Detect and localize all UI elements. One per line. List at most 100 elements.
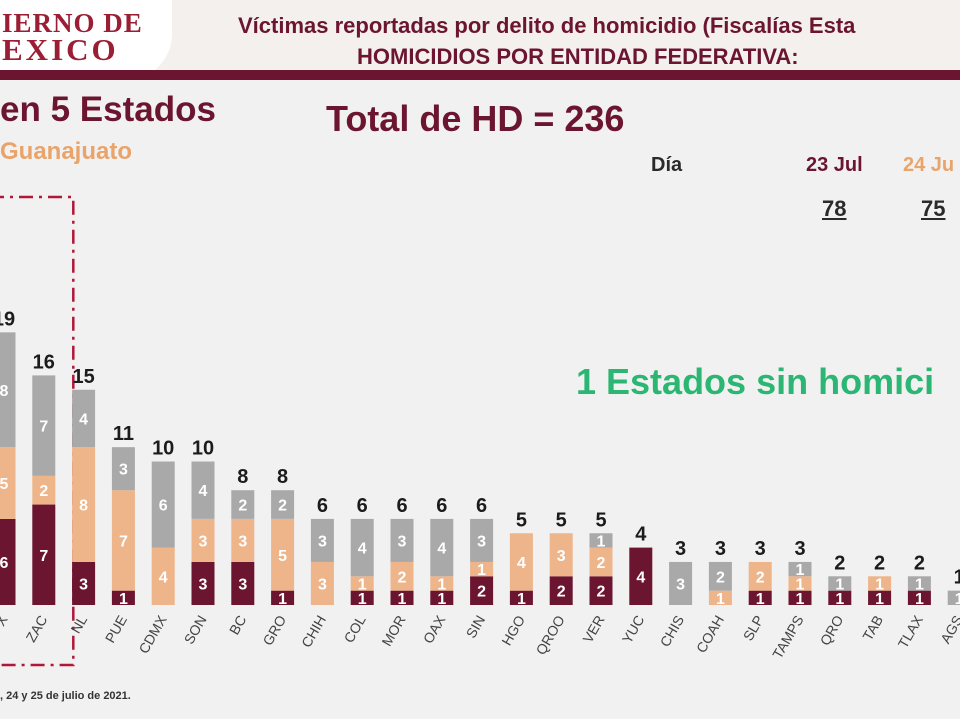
segment-label-HGO-1: 4 (517, 555, 526, 572)
page-subtitle: Guanajuato (0, 138, 133, 165)
bar-segment-NL-2 (72, 389, 96, 448)
segment-label-HGO-0: 1 (517, 591, 526, 608)
bar-segment-MOR-1 (390, 561, 414, 591)
states-without-homicide-note: 1 Estados sin homici (576, 361, 935, 402)
segment-label-BC-2: 2 (238, 498, 247, 515)
total-label-SON: 10 (192, 438, 214, 460)
bar-segment-COL-2 (350, 518, 374, 577)
bar-segment-CHIH-2 (310, 518, 334, 562)
bar-segment-GRO-2 (271, 490, 295, 519)
category-label-SIN: SIN (463, 613, 489, 641)
segment-label-COAH-2: 2 (716, 569, 725, 586)
bar-segment-SIN-0 (470, 576, 494, 605)
total-label-NL: 15 (72, 366, 94, 388)
segment-label-ZAC-2: 7 (39, 419, 48, 436)
total-label-AGS: 1 (954, 567, 960, 589)
segment-label-TAMPS-2: 1 (796, 562, 805, 579)
total-label-OAX: 6 (436, 495, 447, 517)
segment-label-BC-1: 3 (238, 533, 247, 550)
segment-label-GRO-0: 1 (278, 591, 287, 608)
header-subtitle: HOMICIDIOS POR ENTIDAD FEDERATIVA: (357, 44, 799, 69)
date-1-value: 78 (822, 196, 847, 221)
category-label-CDMX: CDMX (135, 612, 170, 656)
total-label-SLP: 3 (755, 538, 766, 560)
bar-segment-COL-1 (350, 576, 374, 591)
date-2: 24 Ju (903, 154, 955, 176)
bar-segment-X-1 (0, 447, 16, 519)
bar-segment-SLP-0 (748, 590, 772, 605)
bar-segment-SON-0 (191, 561, 215, 605)
segment-label-SIN-2: 3 (477, 533, 486, 550)
segment-label-CHIH-2: 3 (318, 533, 327, 550)
bar-segment-OAX-0 (430, 590, 454, 605)
segment-label-SON-0: 3 (199, 576, 208, 593)
segment-label-MOR-2: 3 (398, 533, 407, 550)
segment-label-CHIS-2: 3 (676, 576, 685, 593)
segment-label-SON-2: 4 (199, 483, 208, 500)
segment-label-TAB-1: 1 (875, 576, 884, 593)
bar-segment-PUE-1 (111, 490, 135, 591)
bar-segment-CDMX-1 (151, 547, 175, 605)
bar-segment-BC-0 (231, 561, 255, 605)
total-label: Total de HD = 236 (326, 98, 625, 139)
bar-segment-X-0 (0, 518, 16, 605)
bar-segment-X-2 (0, 332, 16, 448)
category-label-COL: COL (341, 612, 369, 645)
bar-segment-HGO-1 (509, 533, 533, 591)
category-label-ZAC: ZAC (23, 613, 51, 645)
segment-label-QRO-0: 1 (835, 591, 844, 608)
segment-label-X-1: 5 (0, 476, 9, 493)
segment-label-AGS-2: 1 (955, 591, 960, 608)
category-label-YUC: YUC (619, 613, 648, 647)
bar-segment-CHIH-1 (310, 561, 334, 605)
bar-segment-COAH-2 (708, 561, 732, 591)
bar-segment-QRO-0 (828, 590, 852, 605)
segment-label-PUE-1: 7 (119, 533, 128, 550)
total-label-GRO: 8 (277, 466, 288, 488)
segment-label-MOR-0: 1 (398, 591, 407, 608)
bar-segment-BC-1 (231, 518, 255, 562)
total-label-TAMPS: 3 (794, 538, 805, 560)
total-label-ZAC: 16 (33, 351, 55, 373)
segment-label-VER-1: 2 (597, 555, 606, 572)
segment-label-VER-2: 1 (597, 533, 606, 550)
bar-segment-COL-0 (350, 590, 374, 605)
bar-segment-SON-2 (191, 461, 215, 519)
segment-label-TAMPS-0: 1 (796, 591, 805, 608)
segment-label-SIN-1: 1 (477, 562, 486, 579)
bar-segment-CDMX-2 (151, 461, 175, 548)
segment-label-GRO-2: 2 (278, 498, 287, 515)
segment-label-SIN-0: 2 (477, 584, 486, 601)
bar-segment-GRO-0 (271, 590, 295, 605)
category-label-CHIH: CHIH (298, 613, 329, 651)
segment-label-X-0: 6 (0, 555, 9, 572)
bar-segment-VER-1 (589, 547, 613, 577)
segment-label-ZAC-1: 2 (39, 483, 48, 500)
segment-label-PUE-2: 3 (119, 462, 128, 479)
bar-segment-QROO-1 (549, 533, 573, 577)
category-label-TAMPS: TAMPS (769, 613, 806, 662)
date-2-value: 75 (921, 196, 946, 221)
bar-segment-TAB-1 (868, 576, 892, 591)
bar-segment-TAMPS-1 (788, 576, 812, 591)
page-title: en 5 Estados (0, 90, 216, 129)
total-label-CHIS: 3 (675, 538, 686, 560)
segment-label-SON-1: 3 (199, 533, 208, 550)
bar-segment-QRO-2 (828, 576, 852, 591)
total-label-TLAX: 2 (914, 552, 925, 574)
bar-segment-HGO-0 (509, 590, 533, 605)
segment-label-YUC-0: 4 (636, 569, 645, 586)
bar-segment-ZAC-0 (32, 504, 56, 605)
total-label-QRO: 2 (834, 552, 845, 574)
bar-segment-TAMPS-2 (788, 561, 812, 577)
segment-label-QRO-2: 1 (835, 576, 844, 593)
segment-label-OAX-1: 1 (437, 576, 446, 593)
bar-segment-ZAC-2 (32, 375, 56, 476)
day-label: Día (651, 154, 683, 176)
bar-segment-OAX-1 (430, 576, 454, 591)
category-label-SON: SON (181, 613, 210, 647)
category-label-X: X (0, 612, 11, 629)
category-label-OAX: OAX (420, 612, 449, 646)
bar-segment-MOR-0 (390, 590, 414, 605)
